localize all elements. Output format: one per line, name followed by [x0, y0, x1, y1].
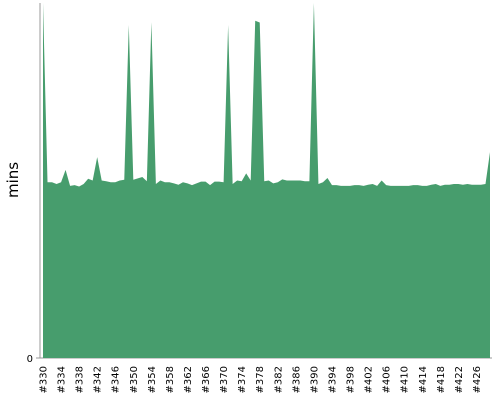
x-tick-label: #426	[472, 366, 483, 393]
x-tick-label: #370	[219, 366, 230, 393]
x-tick-label: #414	[418, 366, 429, 393]
x-tick-label: #358	[165, 366, 176, 393]
x-tick-label: #418	[436, 366, 447, 393]
x-tick-label: #422	[454, 366, 465, 393]
x-tick-label: #402	[364, 366, 375, 393]
x-tick-label: #374	[237, 366, 248, 393]
area	[43, 3, 490, 358]
x-tick-label: #330	[39, 366, 50, 393]
y-axis-label: mins	[4, 162, 22, 198]
x-tick-label: #366	[201, 366, 212, 393]
x-tick-label: #398	[346, 366, 357, 393]
x-tick-label: #350	[129, 366, 140, 393]
x-tick-label: #390	[309, 366, 320, 393]
x-tick-label: #346	[111, 366, 122, 393]
x-tick-label: #406	[382, 366, 393, 393]
x-tick-label: #382	[273, 366, 284, 393]
x-tick-label: #378	[255, 366, 266, 393]
x-tick-label: #334	[57, 366, 68, 393]
x-tick-label: #362	[183, 366, 194, 393]
x-tick-label: #354	[147, 366, 158, 393]
x-tick-label: #342	[93, 366, 104, 393]
y-tick-label: 0	[27, 354, 33, 365]
x-tick-label: #410	[400, 366, 411, 393]
x-tick-label: #394	[327, 366, 338, 393]
x-tick-label: #338	[75, 366, 86, 393]
x-tick-label: #386	[291, 366, 302, 393]
